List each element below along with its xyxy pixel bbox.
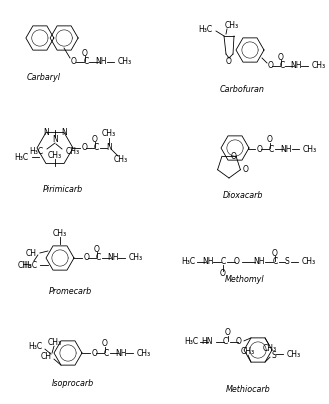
Text: Methomyl: Methomyl: [225, 276, 265, 284]
Text: NH: NH: [280, 145, 292, 154]
Text: O: O: [268, 61, 274, 69]
Text: CH₃: CH₃: [129, 253, 143, 263]
Text: CH₃: CH₃: [18, 261, 32, 269]
Text: CH₃: CH₃: [241, 347, 255, 356]
Text: C: C: [83, 57, 89, 67]
Text: C: C: [103, 349, 109, 358]
Text: CH₃: CH₃: [225, 21, 239, 30]
Text: CH: CH: [41, 351, 52, 361]
Text: H₃C: H₃C: [28, 342, 42, 351]
Text: H₃C: H₃C: [29, 147, 43, 156]
Text: CH₃: CH₃: [287, 349, 301, 359]
Text: C: C: [223, 337, 228, 346]
Text: N: N: [61, 128, 67, 137]
Text: CH₃: CH₃: [263, 344, 277, 354]
Text: H₃C: H₃C: [14, 152, 28, 162]
Text: NH: NH: [202, 257, 214, 267]
Text: CH: CH: [26, 248, 37, 257]
Text: H₃C: H₃C: [198, 25, 212, 34]
Text: Methiocarb: Methiocarb: [226, 385, 270, 394]
Text: O: O: [71, 57, 77, 65]
Text: O: O: [267, 135, 273, 145]
Text: CH₃: CH₃: [118, 57, 132, 67]
Text: CH₃: CH₃: [48, 151, 62, 160]
Text: CH₃: CH₃: [312, 61, 326, 71]
Text: CH₃: CH₃: [302, 257, 316, 267]
Text: O: O: [257, 145, 263, 154]
Text: CH₃: CH₃: [102, 130, 116, 139]
Text: O: O: [230, 152, 236, 161]
Text: NH: NH: [115, 349, 127, 358]
Text: O: O: [92, 349, 98, 358]
Text: NH: NH: [107, 253, 119, 263]
Text: O: O: [278, 53, 284, 63]
Text: O: O: [102, 339, 108, 349]
Text: O: O: [94, 244, 100, 253]
Text: O: O: [92, 135, 98, 143]
Text: Promecarb: Promecarb: [48, 286, 91, 295]
Text: C: C: [272, 257, 278, 267]
Text: Dioxacarb: Dioxacarb: [223, 191, 263, 200]
Text: N: N: [52, 135, 58, 145]
Text: O: O: [242, 165, 248, 174]
Text: O: O: [272, 248, 278, 257]
Text: HN: HN: [201, 337, 213, 346]
Text: Isoprocarb: Isoprocarb: [52, 379, 94, 387]
Text: NH: NH: [290, 61, 302, 71]
Text: NH: NH: [95, 57, 107, 67]
Text: NH: NH: [253, 257, 265, 267]
Text: N: N: [106, 143, 112, 152]
Text: C: C: [93, 143, 99, 152]
Text: O: O: [82, 48, 88, 57]
Text: S: S: [272, 351, 277, 360]
Text: O: O: [82, 143, 88, 152]
Text: CH₃: CH₃: [53, 229, 67, 238]
Text: O: O: [220, 269, 226, 278]
Text: O: O: [234, 257, 240, 267]
Text: Carbaryl: Carbaryl: [27, 74, 61, 82]
Text: Carbofuran: Carbofuran: [219, 86, 265, 95]
Text: N: N: [43, 128, 49, 137]
Text: CH₃: CH₃: [137, 349, 151, 358]
Text: H₃C: H₃C: [23, 261, 37, 269]
Text: Pirimicarb: Pirimicarb: [43, 185, 83, 194]
Text: S: S: [285, 257, 290, 267]
Text: C: C: [220, 257, 226, 267]
Text: CH₃: CH₃: [303, 145, 317, 154]
Text: C: C: [95, 253, 101, 263]
Text: C: C: [268, 145, 274, 154]
Text: CH₃: CH₃: [114, 156, 128, 164]
Text: CH₃: CH₃: [48, 338, 62, 347]
Text: O: O: [84, 253, 90, 263]
Text: H₃C: H₃C: [184, 337, 198, 346]
Text: CH₃: CH₃: [66, 147, 80, 156]
Text: C: C: [279, 61, 285, 71]
Text: H₃C: H₃C: [181, 257, 195, 267]
Text: O: O: [236, 337, 242, 346]
Text: O: O: [225, 328, 231, 337]
Text: O: O: [226, 57, 232, 67]
